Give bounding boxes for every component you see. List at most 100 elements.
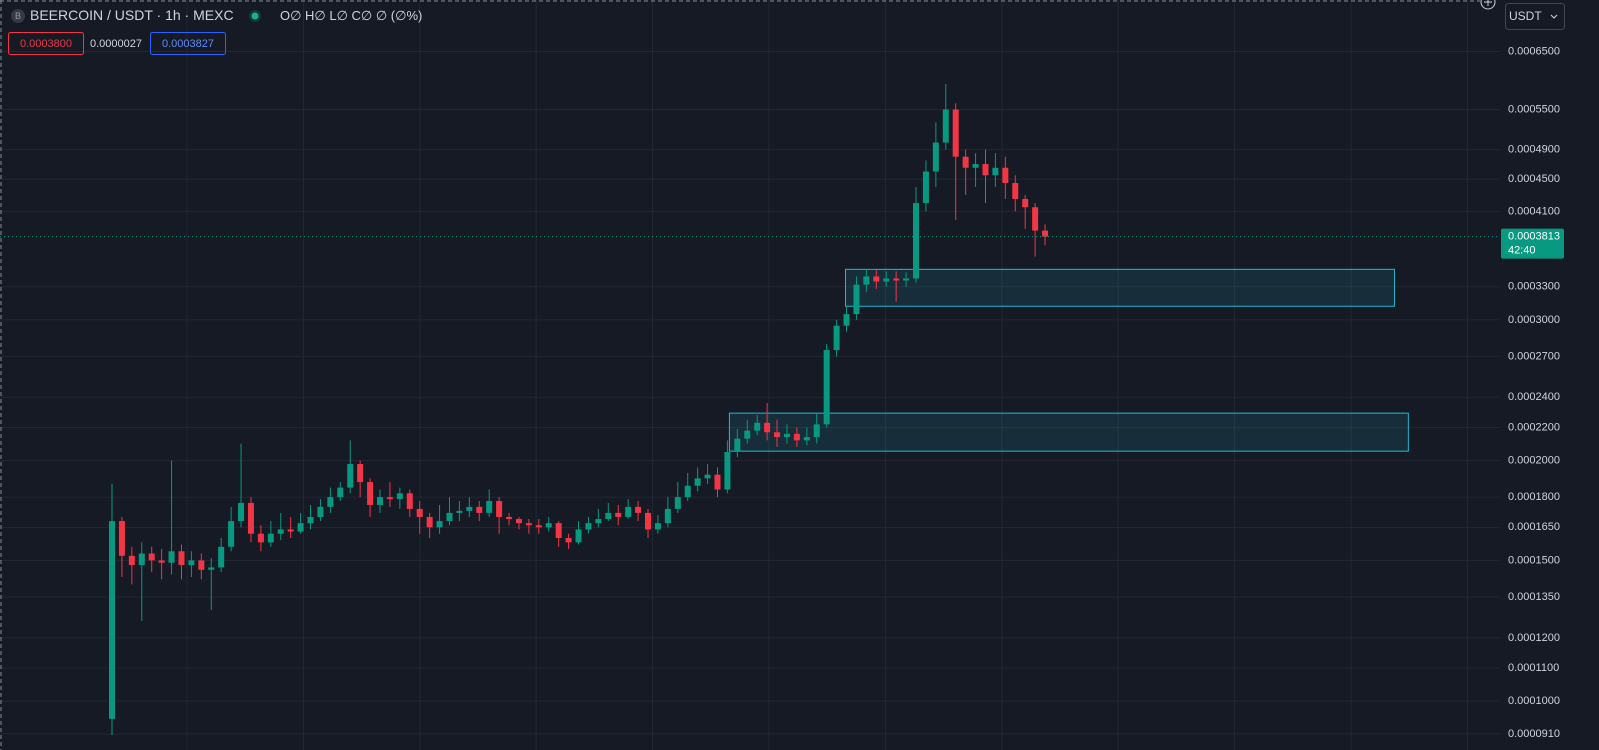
candle-body [555, 523, 562, 539]
countdown: 42:40 [1508, 245, 1536, 257]
candle-body [238, 502, 245, 522]
candle-body [178, 551, 185, 566]
candle-body [128, 555, 135, 566]
y-tick-label: 0.0005500 [1508, 103, 1560, 115]
candle-body [535, 525, 542, 528]
candle-body [347, 464, 354, 488]
y-tick-label: 0.0001500 [1508, 554, 1560, 566]
candle-body [1022, 198, 1029, 208]
candle-body [1002, 167, 1009, 184]
status-dot [251, 12, 259, 20]
y-tick-label: 0.0001800 [1508, 491, 1560, 503]
sell-box[interactable] [8, 32, 84, 55]
y-tick-label: 0.0001650 [1508, 521, 1560, 533]
y-tick-label: 0.0000910 [1508, 728, 1560, 740]
candle-body [118, 521, 125, 556]
candle-body [287, 529, 294, 532]
candle-body [942, 109, 949, 143]
y-tick-label: 0.0001000 [1508, 695, 1560, 707]
candle-body [446, 512, 453, 522]
buy-box[interactable] [150, 32, 226, 55]
spread: 0.0000027 [90, 38, 142, 50]
candle-body [506, 516, 513, 520]
candle-body [396, 493, 403, 500]
symbol-icon [11, 9, 25, 23]
y-tick-label: 0.0001350 [1508, 591, 1560, 603]
currency-select[interactable] [1505, 3, 1565, 30]
candle-body [515, 519, 522, 524]
candle-body [704, 474, 711, 479]
y-tick-label: 0.0004900 [1508, 143, 1560, 155]
candle-body [297, 523, 304, 532]
candle-body [853, 284, 860, 315]
y-tick-label: 0.0002200 [1508, 421, 1560, 433]
candle-body [744, 430, 751, 439]
y-tick-label: 0.0004500 [1508, 173, 1560, 185]
candle-body [466, 506, 473, 511]
y-tick-label: 0.0002400 [1508, 391, 1560, 403]
ohlc-legend: O∅ H∅ L∅ C∅ ∅ (∅%) [280, 8, 422, 23]
chart-title: BEERCOIN / USDT · 1h · MEXC [30, 7, 234, 23]
horizontal-grid [0, 51, 1500, 735]
candle-body [456, 510, 463, 513]
vertical-grid [186, 0, 1468, 750]
candle-body [833, 325, 840, 351]
y-tick-label: 0.0004100 [1508, 205, 1560, 217]
candle-body [436, 521, 443, 528]
candle-body [317, 506, 324, 517]
candle-body [803, 437, 810, 441]
candle-body [1012, 183, 1019, 199]
candle-body [873, 276, 880, 282]
candle-body [426, 516, 433, 528]
candle-body [138, 553, 145, 566]
currency: USDT [1509, 9, 1542, 23]
candle-body [327, 497, 334, 507]
y-tick-label: 0.0001100 [1508, 662, 1559, 674]
y-tick-label: 0.0002700 [1508, 350, 1560, 362]
last-price-box [1501, 228, 1564, 259]
sell-price: 0.0003800 [20, 38, 72, 50]
candle-body [168, 551, 175, 563]
candle-body [307, 516, 314, 524]
candle-body [148, 553, 155, 561]
candle-body [684, 485, 691, 498]
candle-body [525, 523, 532, 526]
candle-body [863, 276, 870, 285]
candle-body [903, 278, 910, 281]
candle-body [694, 478, 701, 486]
candle-body [813, 424, 820, 438]
candle-body [783, 433, 790, 438]
candle-body [565, 538, 572, 543]
candle-body [883, 278, 890, 282]
candle-body [764, 422, 771, 433]
candle-body [605, 512, 612, 520]
y-tick-label: 0.0003000 [1508, 314, 1560, 326]
candle-body [922, 171, 929, 204]
candle-body [406, 493, 413, 509]
chevron [1550, 14, 1558, 19]
candle-body [823, 350, 830, 425]
candle-body [932, 142, 939, 172]
candle-body [198, 560, 205, 570]
candle-body [714, 474, 721, 490]
y-tick-label: 0.0002000 [1508, 454, 1560, 466]
candle-body [257, 533, 264, 543]
candle-body [635, 506, 642, 513]
candle-body [893, 278, 900, 281]
candle-body [793, 433, 800, 441]
candle-body [913, 203, 920, 279]
candle-body [1042, 230, 1049, 237]
y-tick-label: 0.0003300 [1508, 281, 1560, 293]
candle-body [982, 164, 989, 176]
candle-body [386, 497, 393, 500]
candle-body [377, 497, 384, 505]
y-tick-label: 0.0006500 [1508, 45, 1560, 57]
candle-body [486, 501, 493, 513]
candle-body [357, 464, 364, 483]
candle-body [645, 512, 652, 530]
zone [728, 412, 1409, 452]
candle-body [654, 523, 661, 530]
candle-body [208, 567, 215, 570]
